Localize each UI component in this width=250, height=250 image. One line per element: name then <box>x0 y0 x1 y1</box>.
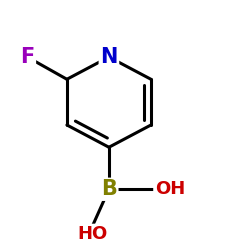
Text: F: F <box>20 47 34 67</box>
Text: B: B <box>101 179 117 199</box>
Text: HO: HO <box>78 225 108 243</box>
Text: N: N <box>100 47 117 67</box>
Text: OH: OH <box>155 180 185 198</box>
